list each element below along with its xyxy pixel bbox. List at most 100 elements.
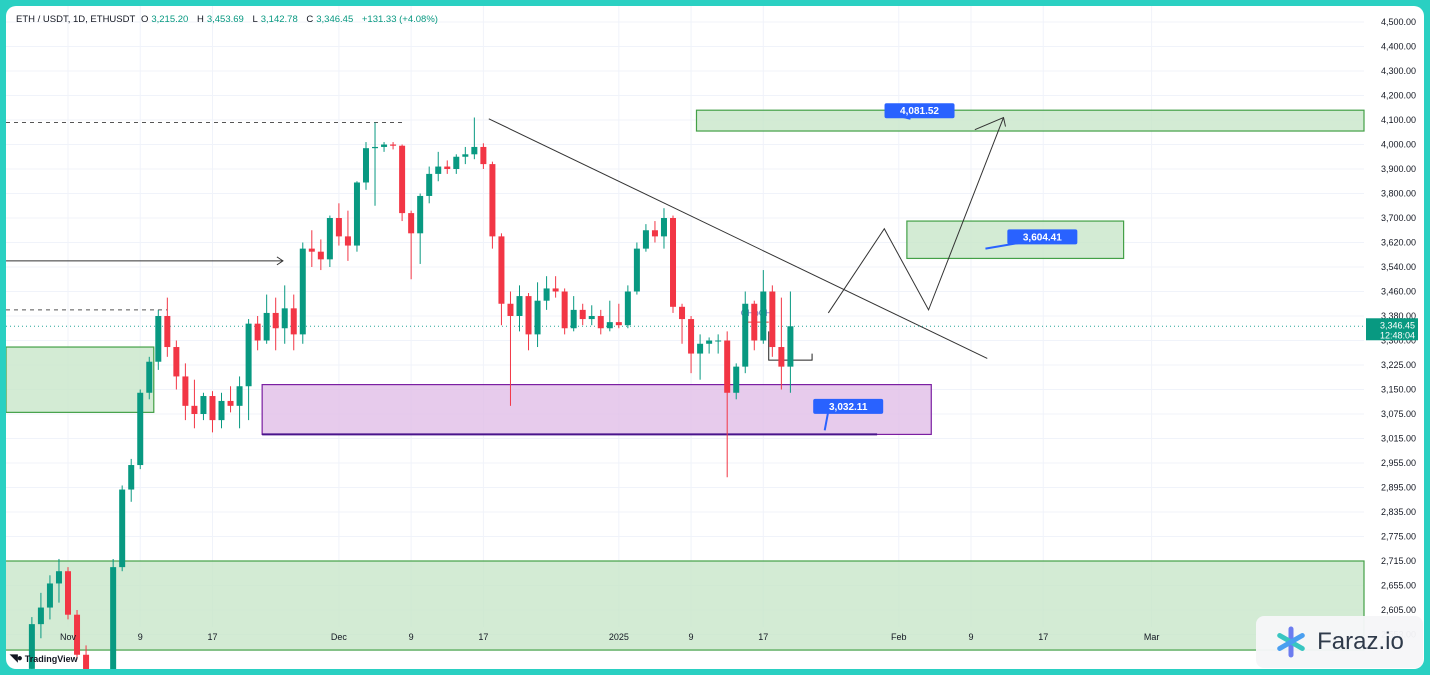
projection-path[interactable] xyxy=(827,117,1004,314)
candle[interactable] xyxy=(606,300,613,332)
candle[interactable] xyxy=(227,386,234,413)
demand-zone-left[interactable] xyxy=(6,346,155,413)
last-price-badge[interactable] xyxy=(1366,318,1418,341)
candle[interactable] xyxy=(182,363,189,421)
candle[interactable] xyxy=(164,297,171,357)
tradingview-logo[interactable]: ◥● TradingView xyxy=(10,653,78,664)
candle[interactable] xyxy=(688,316,695,374)
candle[interactable] xyxy=(642,224,649,252)
label-4081[interactable]: 4,081.52 xyxy=(884,103,955,120)
candle[interactable] xyxy=(660,208,667,249)
candle[interactable] xyxy=(751,300,758,351)
candle[interactable] xyxy=(462,146,469,165)
candle[interactable] xyxy=(489,161,496,249)
candle[interactable] xyxy=(525,293,532,351)
candle[interactable] xyxy=(417,193,424,264)
candle[interactable] xyxy=(46,575,53,620)
candle[interactable] xyxy=(254,316,261,351)
candle[interactable] xyxy=(480,143,487,169)
price-axis[interactable]: 4,500.00 4,400.00 4,300.00 4,200.00 4,100.00… xyxy=(1366,17,1418,640)
candle[interactable] xyxy=(733,363,740,400)
target-zone-2[interactable] xyxy=(695,109,1365,132)
candle[interactable] xyxy=(588,305,595,326)
candle[interactable] xyxy=(317,239,324,271)
candle[interactable] xyxy=(679,303,686,344)
candle[interactable] xyxy=(65,567,71,620)
candle[interactable] xyxy=(146,356,153,400)
candle[interactable] xyxy=(507,291,514,406)
candle[interactable] xyxy=(209,391,216,433)
candle[interactable] xyxy=(110,558,117,669)
candle[interactable] xyxy=(760,270,767,344)
label-3604[interactable]: 3,604.41 xyxy=(985,229,1078,250)
symbol-title[interactable]: ETH / USDT, 1D, ETHUSDT xyxy=(16,14,136,25)
candle[interactable] xyxy=(191,379,198,429)
candle[interactable] xyxy=(344,210,351,261)
candle[interactable] xyxy=(290,294,297,351)
candle[interactable] xyxy=(724,331,731,478)
label-3032[interactable]: 3,032.11 xyxy=(813,398,884,431)
candle[interactable] xyxy=(651,221,658,243)
candle[interactable] xyxy=(137,389,144,470)
candle[interactable] xyxy=(381,142,388,152)
candle[interactable] xyxy=(516,285,523,332)
candle[interactable] xyxy=(742,291,749,374)
candle[interactable] xyxy=(697,334,704,380)
candle[interactable] xyxy=(778,297,785,390)
candle[interactable] xyxy=(200,392,207,421)
candle[interactable] xyxy=(787,291,794,393)
time-tick: 17 xyxy=(758,632,768,642)
candle[interactable] xyxy=(326,215,333,267)
candle[interactable] xyxy=(299,242,306,344)
candle[interactable] xyxy=(435,151,442,182)
candle[interactable] xyxy=(173,340,180,390)
candle[interactable] xyxy=(426,166,433,204)
descending-trendline[interactable] xyxy=(488,118,988,359)
candle[interactable] xyxy=(74,610,81,660)
candle[interactable] xyxy=(543,276,550,310)
candle[interactable] xyxy=(128,458,135,502)
chart-canvas[interactable]: CHoCH 4,081.523,604.413,032.11 4,500.004… xyxy=(6,6,1424,669)
target-zone-1[interactable] xyxy=(906,220,1125,260)
candle[interactable] xyxy=(534,282,541,348)
candle[interactable] xyxy=(552,276,559,298)
candle[interactable] xyxy=(236,376,243,429)
candle[interactable] xyxy=(263,294,270,344)
candle[interactable] xyxy=(561,288,568,335)
candle[interactable] xyxy=(372,122,379,206)
watermark-text: Faraz.io xyxy=(1317,628,1404,655)
candle[interactable] xyxy=(390,142,397,150)
candle[interactable] xyxy=(498,233,505,326)
candle[interactable] xyxy=(579,303,586,326)
candle[interactable] xyxy=(218,392,225,429)
candle[interactable] xyxy=(670,215,677,313)
candle[interactable] xyxy=(119,485,126,572)
candle[interactable] xyxy=(155,309,162,370)
candle[interactable] xyxy=(706,337,713,354)
candle[interactable] xyxy=(633,242,640,295)
candle[interactable] xyxy=(624,285,631,329)
candle[interactable] xyxy=(444,160,451,174)
candle[interactable] xyxy=(715,334,722,354)
candle[interactable] xyxy=(335,203,342,246)
candle[interactable] xyxy=(453,154,460,174)
candle[interactable] xyxy=(362,142,369,190)
demand-zone-lower[interactable] xyxy=(6,560,1365,651)
candle[interactable] xyxy=(28,617,35,669)
candle[interactable] xyxy=(570,296,577,332)
candle[interactable] xyxy=(471,117,478,160)
candle[interactable] xyxy=(281,285,288,344)
time-axis[interactable]: Nov 9 17 Dec 9 17 2025 9 17 Feb 9 17 Mar xyxy=(60,632,1159,642)
candle[interactable] xyxy=(272,297,279,351)
candle[interactable] xyxy=(769,285,776,357)
candle[interactable] xyxy=(615,303,622,329)
candle[interactable] xyxy=(597,309,604,335)
candle[interactable] xyxy=(308,230,315,267)
candle[interactable] xyxy=(55,558,62,603)
candle[interactable] xyxy=(245,319,252,421)
candle[interactable] xyxy=(408,210,415,280)
candle[interactable] xyxy=(399,144,406,222)
candle[interactable] xyxy=(353,181,360,252)
candle[interactable] xyxy=(37,592,44,639)
candle[interactable] xyxy=(83,645,90,669)
